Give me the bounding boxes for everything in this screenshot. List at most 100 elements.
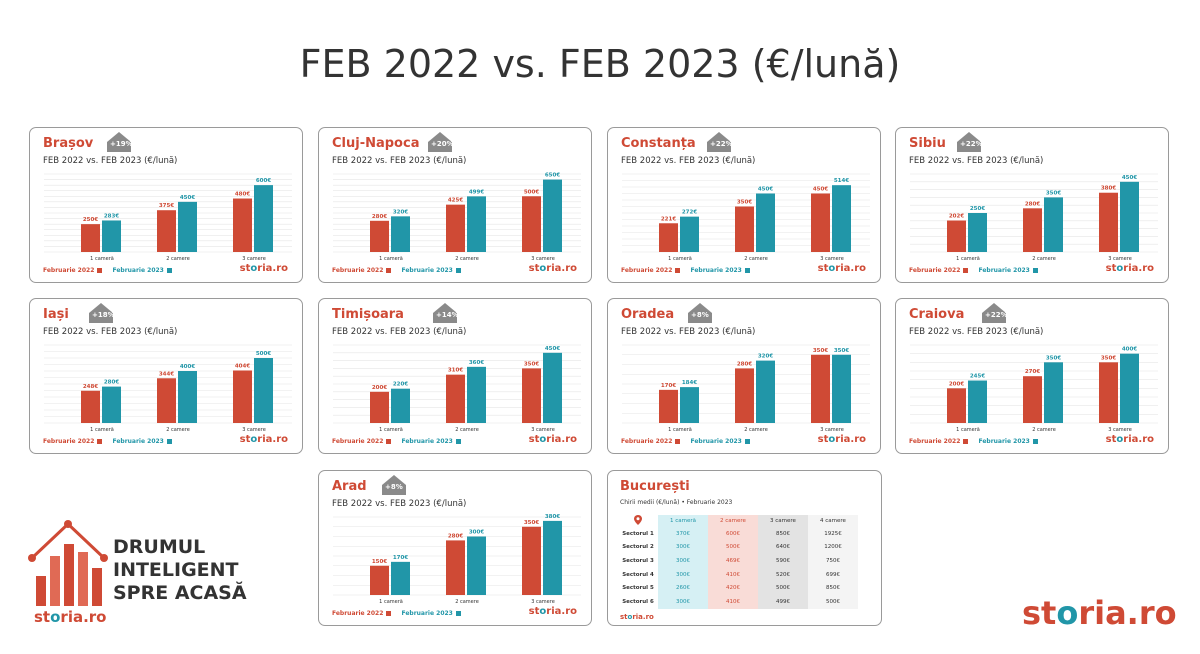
category-label: 3 camere <box>820 427 844 433</box>
legend-swatch <box>166 439 172 444</box>
chart-legend: Februarie 2022 Februarie 2023 <box>332 267 461 274</box>
table-row: Sectorul 2 300€ 500€ 640€ 1200€ <box>618 540 858 555</box>
chart-legend: Februarie 2022 Februarie 2023 <box>909 438 1038 445</box>
city-chart-card: Oradea +8% FEB 2022 vs. FEB 2023 (€/lună… <box>607 298 881 454</box>
bar <box>102 220 121 252</box>
category-label: 2 camere <box>1032 256 1056 262</box>
card-city: Iași <box>43 307 69 322</box>
category-label: 1 cameră <box>668 427 692 433</box>
data-label: 280€ <box>104 380 119 386</box>
data-label: 280€ <box>737 361 752 367</box>
data-label: 170€ <box>661 383 676 389</box>
data-label: 272€ <box>682 210 697 216</box>
table-cell: 260€ <box>658 581 708 595</box>
table-cell: 300€ <box>658 554 708 568</box>
column-header: 4 camere <box>808 515 858 527</box>
card-city: Craiova <box>909 307 965 322</box>
table-cell: 410€ <box>708 567 758 582</box>
bar <box>1120 353 1139 423</box>
bar <box>157 210 176 252</box>
data-label: 245€ <box>970 374 985 380</box>
data-label: 404€ <box>235 363 250 369</box>
card-subtitle: FEB 2022 vs. FEB 2023 (€/lună) <box>621 156 756 166</box>
bar <box>178 371 197 423</box>
data-label: 600€ <box>256 178 271 184</box>
data-label: 350€ <box>524 520 539 526</box>
table-cell: 850€ <box>808 581 858 595</box>
data-label: 350€ <box>813 348 828 354</box>
card-city: București <box>620 479 690 494</box>
house-icon <box>107 132 131 152</box>
house-icon <box>707 132 731 152</box>
bar <box>1120 181 1139 252</box>
data-label: 320€ <box>393 209 408 215</box>
column-header: 1 cameră <box>658 515 708 527</box>
legend-swatch <box>455 611 461 616</box>
bar <box>370 565 389 595</box>
table-row: Sectorul 6 300€ 410€ 499€ 500€ <box>618 594 858 609</box>
table-cell: 590€ <box>758 554 808 568</box>
card-city: Timișoara <box>332 307 404 322</box>
category-label: 3 camere <box>242 256 266 262</box>
bar <box>1099 362 1118 423</box>
row-label: Sectorul 3 <box>622 557 654 564</box>
bar-chart: 250€ 283€ 1 cameră 375€ 450€ 2 camere 480€ 600€… <box>44 173 292 262</box>
category-label: 2 camere <box>744 256 768 262</box>
bar <box>543 352 562 423</box>
bar-chart: 221€ 272€ 1 cameră 350€ 450€ 2 camere 450€ 514€… <box>622 173 870 262</box>
data-label: 450€ <box>1122 175 1137 181</box>
category-label: 2 camere <box>1032 427 1056 433</box>
house-chart-icon <box>28 520 108 606</box>
bar <box>1099 192 1118 252</box>
brand-logo: storia.ro <box>620 613 654 621</box>
table-cell: 300€ <box>658 567 708 582</box>
data-label: 375€ <box>159 203 174 209</box>
bar <box>233 370 252 423</box>
bar <box>947 220 966 252</box>
column-header: 3 camere <box>758 515 808 527</box>
data-label: 280€ <box>448 533 463 539</box>
card-subtitle: FEB 2022 vs. FEB 2023 (€/lună) <box>332 327 467 337</box>
bar-chart: 170€ 184€ 1 cameră 280€ 320€ 2 camere 350€ 350€… <box>622 344 870 433</box>
legend-swatch <box>455 439 461 444</box>
data-label: 450€ <box>758 187 773 193</box>
data-label: 380€ <box>1101 186 1116 192</box>
bar <box>756 360 775 423</box>
legend-swatch <box>744 268 750 273</box>
data-label: 344€ <box>159 371 174 377</box>
brand-logo: storia.ro <box>1105 434 1154 445</box>
category-label: 1 cameră <box>956 256 980 262</box>
data-label: 310€ <box>448 368 463 374</box>
chart-legend: Februarie 2022 Februarie 2023 <box>332 438 461 445</box>
table-cell: 469€ <box>708 554 758 568</box>
data-label: 450€ <box>813 187 828 193</box>
bar <box>522 196 541 252</box>
card-subtitle: FEB 2022 vs. FEB 2023 (€/lună) <box>43 327 178 337</box>
bar <box>391 561 410 595</box>
page-title: FEB 2022 vs. FEB 2023 (€/lună) <box>299 42 901 86</box>
card-subtitle: FEB 2022 vs. FEB 2023 (€/lună) <box>909 327 1044 337</box>
bar <box>947 388 966 423</box>
city-chart-card: Sibiu +22% FEB 2022 vs. FEB 2023 (€/lună… <box>895 127 1169 283</box>
card-subtitle: Chirii medii (€/lună) • Februarie 2023 <box>620 499 733 506</box>
bar <box>680 387 699 423</box>
brand-logo-small: storia.ro <box>34 608 107 626</box>
data-label: 450€ <box>545 346 560 352</box>
chart-legend: Februarie 2022 Februarie 2023 <box>909 267 1038 274</box>
brand-logo: storia.ro <box>817 434 866 445</box>
change-badge: +22% <box>956 131 983 153</box>
change-badge: +8% <box>381 474 407 496</box>
category-label: 3 camere <box>531 599 555 605</box>
table-cell: 499€ <box>758 594 808 609</box>
city-chart-card: Cluj-Napoca +20% FEB 2022 vs. FEB 2023 (… <box>318 127 592 283</box>
bar <box>811 193 830 252</box>
bar <box>102 386 121 423</box>
brand-logo: storia.ro <box>1105 263 1154 274</box>
category-label: 1 cameră <box>379 256 403 262</box>
category-label: 3 camere <box>242 427 266 433</box>
bucuresti-card: București Chirii medii (€/lună) • Februa… <box>607 470 882 626</box>
house-icon <box>957 132 981 152</box>
card-city: Oradea <box>621 307 675 322</box>
data-label: 283€ <box>104 213 119 219</box>
house-icon <box>428 132 452 152</box>
